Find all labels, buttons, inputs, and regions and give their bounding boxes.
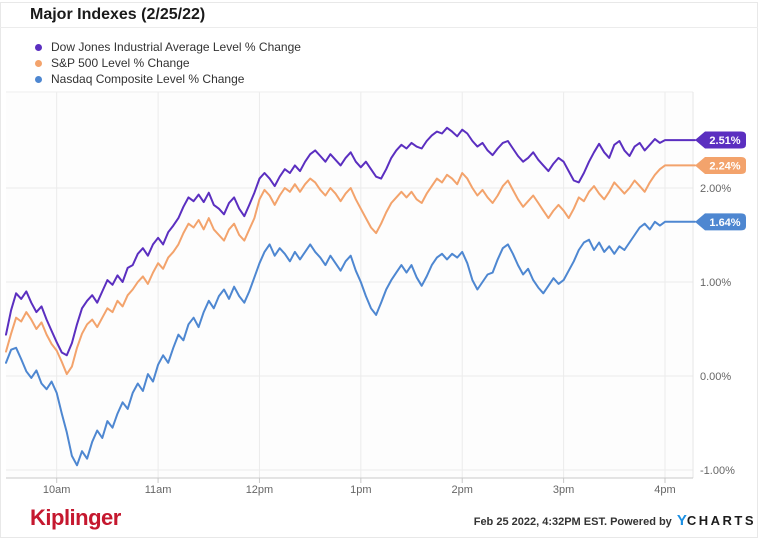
- x-axis-label: 12pm: [246, 484, 274, 496]
- y-axis-label: 2.00%: [700, 183, 731, 195]
- chart-timestamp: Feb 25 2022, 4:32PM EST. Powered by: [473, 516, 672, 528]
- badge-label: 1.64%: [709, 217, 740, 229]
- legend-label: Dow Jones Industrial Average Level % Cha…: [51, 40, 301, 54]
- badge-label: 2.24%: [709, 160, 740, 172]
- dow-jones-series-line: [5, 126, 696, 357]
- x-axis-label: 10am: [43, 484, 71, 496]
- chart-legend: Dow Jones Industrial Average Level % Cha…: [35, 39, 301, 87]
- badge-label: 2.51%: [709, 135, 740, 147]
- dow-jones-legend-dot-icon: [35, 43, 42, 51]
- header-divider: [0, 27, 758, 28]
- ycharts-logo-text: CHARTS: [686, 513, 756, 528]
- x-axis-label: 4pm: [654, 484, 675, 496]
- nasdaq-value-badge: 1.64%: [695, 213, 746, 231]
- sp-500-value-badge: 2.24%: [695, 156, 746, 174]
- nasdaq-legend-dot-icon: [35, 75, 42, 83]
- legend-label: Nasdaq Composite Level % Change: [51, 72, 245, 86]
- x-axis-label: 3pm: [553, 484, 574, 496]
- sp-500-series-line: [5, 164, 696, 376]
- y-axis-label: -1.00%: [700, 465, 735, 477]
- legend-item-dow-jones[interactable]: Dow Jones Industrial Average Level % Cha…: [35, 39, 301, 55]
- kiplinger-logo[interactable]: Kiplinger: [30, 505, 121, 530]
- y-axis-label: 1.00%: [700, 277, 731, 289]
- x-axis-label: 1pm: [350, 484, 371, 496]
- chart-title: Major Indexes (2/25/22): [30, 6, 206, 23]
- nasdaq-series-line: [5, 220, 696, 467]
- x-axis-label: 11am: [145, 484, 172, 496]
- y-axis-labels: 2.00% 1.00% 0.00% -1.00%: [700, 183, 735, 477]
- y-axis-label: 0.00%: [700, 371, 731, 383]
- x-axis-labels: 10am 11am 12pm 1pm 2pm 3pm 4pm: [43, 484, 676, 496]
- legend-item-nasdaq[interactable]: Nasdaq Composite Level % Change: [35, 71, 301, 87]
- ycharts-attribution[interactable]: Feb 25 2022, 4:32PM EST. Powered by Y CH…: [474, 512, 756, 529]
- price-chart-plot-area[interactable]: 2.00% 1.00% 0.00% -1.00% 10am 11am 12pm 1pm 2pm 3…: [0, 0, 768, 500]
- x-axis-label: 2pm: [452, 484, 473, 496]
- dow-jones-value-badge: 2.51%: [695, 131, 746, 149]
- gridlines: [6, 91, 694, 483]
- plot-background: [6, 92, 693, 478]
- sp-500-legend-dot-icon: [35, 59, 42, 67]
- legend-item-sp-500[interactable]: S&P 500 Level % Change: [35, 55, 301, 71]
- ycharts-logo-icon: Y: [676, 512, 687, 529]
- legend-label: S&P 500 Level % Change: [51, 56, 190, 70]
